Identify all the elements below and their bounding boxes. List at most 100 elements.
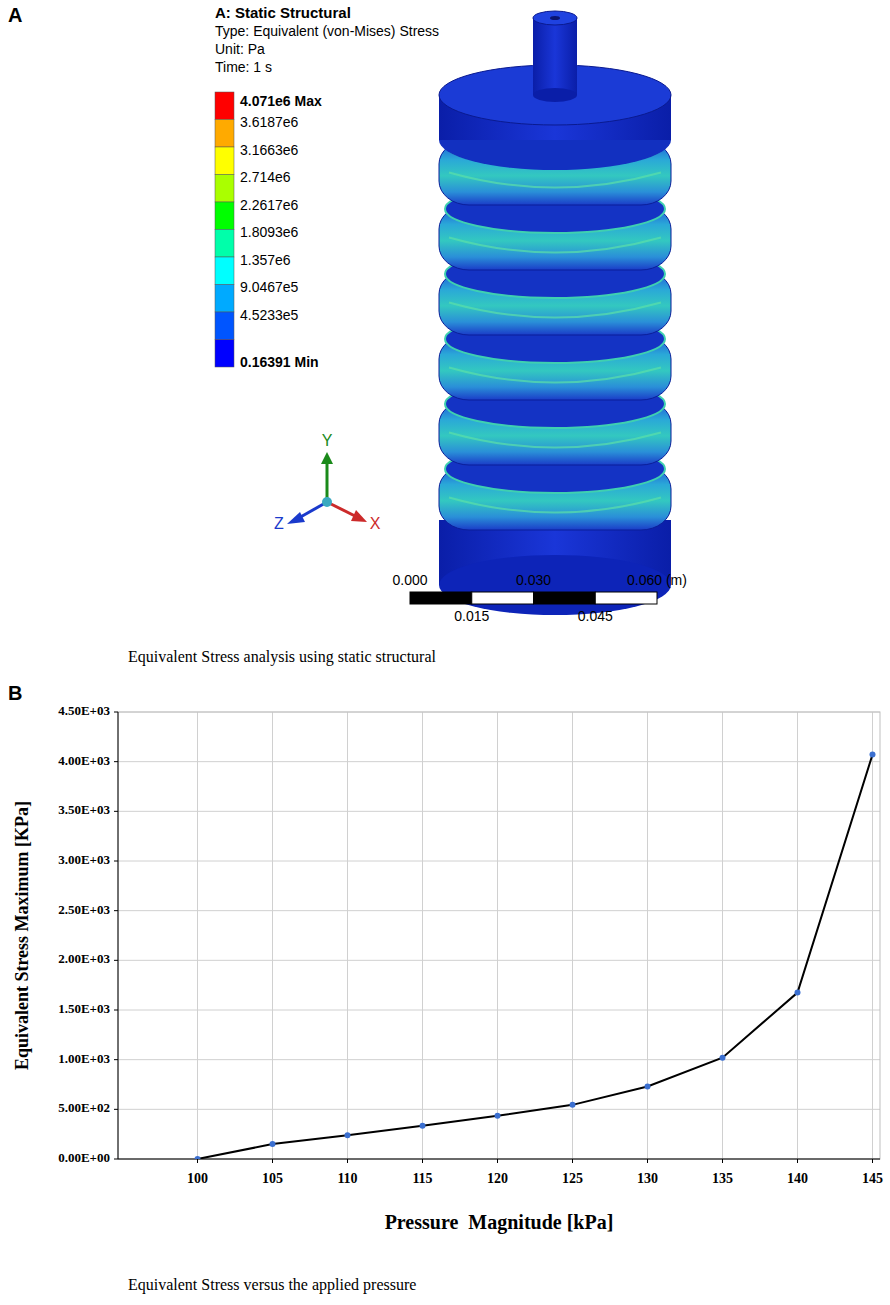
model-part <box>533 18 577 95</box>
x-tick <box>722 1159 723 1163</box>
panel-letter: B <box>8 682 22 704</box>
legend-label: 9.0467e5 <box>240 279 299 295</box>
y-tick <box>114 811 118 812</box>
legend-label: 0.16391 Min <box>240 354 319 370</box>
triad-label: Z <box>274 515 284 532</box>
grid-line <box>118 1159 880 1160</box>
grid-line <box>118 960 880 961</box>
data-point <box>645 1083 651 1089</box>
grid-line <box>647 712 648 1159</box>
model-part <box>449 433 661 448</box>
grid-line <box>722 712 723 1159</box>
x-tick-label: 145 <box>862 1171 883 1186</box>
panel-letter: A <box>8 4 22 26</box>
legend-swatch <box>215 202 234 230</box>
y-axis-line <box>118 712 119 1159</box>
grid-line <box>347 712 348 1159</box>
scale-label: 0.030 <box>516 572 551 588</box>
x-tick-label: 100 <box>187 1171 208 1186</box>
triad-arrow <box>327 502 357 517</box>
grid-line <box>872 712 873 1159</box>
data-point <box>495 1113 501 1119</box>
scale-label: 0.015 <box>454 608 489 624</box>
data-point <box>195 1156 201 1159</box>
legend-label: 4.5233e5 <box>240 307 299 323</box>
scale-label: 0.045 <box>578 608 613 624</box>
grid-line <box>272 712 273 1159</box>
legend-swatch <box>215 340 234 368</box>
figure: AA: Static StructuralType: Equivalent (v… <box>0 0 890 1305</box>
x-tick-label: 135 <box>712 1171 733 1186</box>
x-tick-label: 120 <box>487 1171 508 1186</box>
model <box>439 11 671 615</box>
model-part <box>533 88 577 102</box>
grid-line <box>118 861 880 862</box>
panel-b: B0.00E+005.00E+021.00E+031.50E+032.00E+0… <box>8 682 883 1294</box>
grid <box>118 712 880 1159</box>
y-axis-title: Equivalent Stress Maximum [KPa] <box>12 801 32 1070</box>
data-layer <box>195 752 876 1159</box>
scale-segment <box>410 592 472 604</box>
grid-line <box>118 761 880 762</box>
y-tick-label: 4.00E+03 <box>58 753 110 768</box>
data-line <box>198 755 873 1159</box>
legend-label: 3.1663e6 <box>240 142 299 158</box>
x-tick <box>272 1159 273 1163</box>
axis-triad: YZX <box>274 432 381 532</box>
data-point <box>270 1141 276 1147</box>
legend-label: 1.8093e6 <box>240 224 299 240</box>
scale-segment <box>534 592 596 604</box>
y-tick-label: 4.50E+03 <box>58 703 110 718</box>
x-tick <box>197 1159 198 1163</box>
legend-label: 4.071e6 Max <box>240 93 322 109</box>
scale-label: 0.000 <box>392 572 427 588</box>
data-point <box>795 990 801 996</box>
triad-label: Y <box>322 432 333 449</box>
model-part <box>449 368 661 383</box>
x-tick-label: 125 <box>562 1171 583 1186</box>
x-tick <box>872 1159 873 1163</box>
y-tick <box>114 910 118 911</box>
grid-line <box>497 712 498 1159</box>
grid-line <box>197 712 198 1159</box>
legend-swatch <box>215 230 234 258</box>
legend-label: 1.357e6 <box>240 252 291 268</box>
model-part <box>449 498 661 513</box>
x-tick-label: 115 <box>412 1171 432 1186</box>
legend-swatch <box>215 257 234 285</box>
model-part <box>550 16 560 20</box>
y-tick <box>114 960 118 961</box>
y-tick <box>114 1010 118 1011</box>
data-point <box>720 1055 726 1061</box>
grid-line <box>572 712 573 1159</box>
model-part <box>449 303 661 318</box>
grid-line <box>118 1059 880 1060</box>
scale-label: 0.060 (m) <box>627 572 687 588</box>
model-part <box>533 11 577 25</box>
x-tick <box>497 1159 498 1163</box>
panel-a: AA: Static StructuralType: Equivalent (v… <box>8 4 687 666</box>
triad-arrow <box>321 452 333 464</box>
data-point <box>570 1102 576 1108</box>
header-line: Type: Equivalent (von-Mises) Stress <box>215 23 439 39</box>
y-tick-label: 5.00E+02 <box>58 1100 110 1115</box>
x-tick-label: 140 <box>787 1171 808 1186</box>
header-line: Unit: Pa <box>215 41 265 57</box>
grid-line <box>797 712 798 1159</box>
caption: Equivalent Stress analysis using static … <box>128 648 437 666</box>
x-tick-label: 110 <box>337 1171 357 1186</box>
grid-line <box>118 910 880 911</box>
scale-segment <box>595 592 657 604</box>
model-part <box>449 238 661 253</box>
y-tick-label: 3.00E+03 <box>58 852 110 867</box>
data-point <box>420 1123 426 1129</box>
data-point <box>345 1132 351 1138</box>
model-part <box>449 173 661 188</box>
legend-swatch <box>215 175 234 203</box>
scale-bar: 0.000 0.030 0.060 (m) 0.015 0.045 <box>392 572 686 624</box>
triad-arrow <box>351 510 367 522</box>
x-tick <box>572 1159 573 1163</box>
y-tick <box>114 761 118 762</box>
y-tick <box>114 1159 118 1160</box>
legend-swatch <box>215 285 234 313</box>
